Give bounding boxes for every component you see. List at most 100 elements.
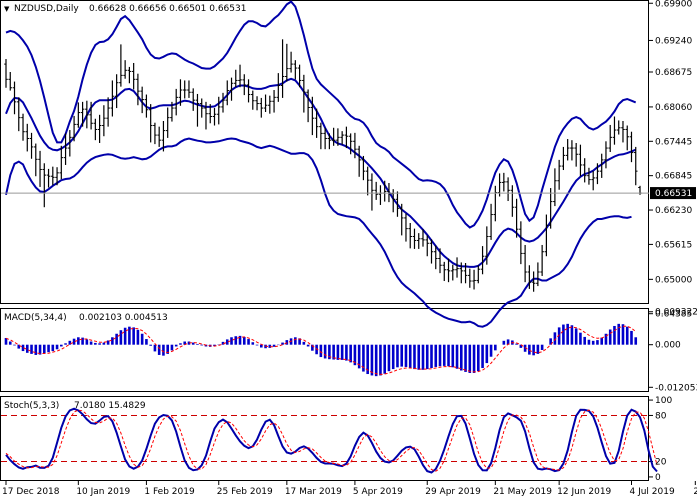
ohlc-bar bbox=[250, 90, 255, 110]
ohlc-bar bbox=[199, 98, 204, 118]
ohlc-bar bbox=[327, 133, 332, 150]
ohlc-bar bbox=[148, 104, 153, 143]
ohlc-bar bbox=[480, 246, 485, 275]
macd-signal-line bbox=[5, 325, 637, 375]
ohlc-bar bbox=[557, 159, 561, 190]
y-tick-label: 0.68060 bbox=[655, 103, 692, 113]
ohlc-bar bbox=[170, 101, 174, 122]
ohlc-bar bbox=[408, 222, 413, 249]
symbol-title: NZDUSD,Daily bbox=[14, 4, 79, 14]
ohlc-bar bbox=[365, 166, 370, 196]
ohlc-bar bbox=[238, 64, 242, 88]
ohlc-bar bbox=[485, 226, 489, 265]
ohlc-bar bbox=[21, 113, 25, 141]
y-tick-label: 0.68675 bbox=[655, 68, 692, 78]
ohlc-bar bbox=[195, 93, 200, 127]
ohlc-bar bbox=[319, 122, 323, 150]
ohlc-bar bbox=[510, 185, 515, 217]
y-tick-label: -0.012053 bbox=[655, 383, 697, 393]
bb-upper-line bbox=[5, 0, 637, 229]
ohlc-bar bbox=[38, 150, 42, 187]
ohlc-bar bbox=[565, 139, 570, 161]
ohlc-bar bbox=[412, 228, 417, 249]
ohlc-bar bbox=[467, 268, 472, 288]
ohlc-bar bbox=[16, 97, 21, 132]
x-tick-label: 21 May 2019 bbox=[493, 487, 552, 497]
x-tick-label: 5 Apr 2019 bbox=[353, 487, 403, 497]
ohlc-bar bbox=[268, 95, 272, 114]
ohlc-bar bbox=[336, 128, 340, 146]
ohlc-bar bbox=[455, 257, 459, 278]
ohlc-bar bbox=[25, 123, 30, 152]
x-tick-label: 17 Mar 2019 bbox=[285, 487, 342, 497]
ohlc-bar bbox=[263, 94, 268, 112]
ohlc-bar bbox=[106, 97, 110, 127]
symbol-arrow-icon: ▼ bbox=[4, 5, 10, 13]
ohlc-bar bbox=[629, 131, 634, 163]
ohlc-bar bbox=[59, 145, 64, 180]
ohlc-bar bbox=[425, 235, 430, 257]
price-axis-ticks: 0.69900 0.69240 0.68675 0.68060 0.67445 0.668… bbox=[649, 0, 692, 320]
ohlc-bar bbox=[276, 73, 281, 102]
ohlc-bar bbox=[55, 167, 59, 186]
ohlc-bar bbox=[370, 173, 374, 211]
ohlc-bar bbox=[187, 80, 191, 98]
ohlc-bar bbox=[561, 146, 566, 171]
ohlc-bar bbox=[314, 108, 319, 138]
ohlc-bar bbox=[544, 214, 549, 257]
ohlc-bar bbox=[114, 74, 119, 109]
macd-axis-ticks: 0.009322 0.000 -0.012053 bbox=[649, 308, 697, 393]
ohlc-bar bbox=[68, 130, 72, 157]
ohlc-bar bbox=[165, 107, 170, 138]
ohlc-bar bbox=[42, 163, 47, 208]
bb-middle-line bbox=[5, 77, 637, 268]
ohlc-bar bbox=[621, 121, 625, 143]
ohlc-bar bbox=[540, 244, 544, 276]
ohlc-bar bbox=[174, 88, 179, 116]
x-tick-label: 12 Jun 2019 bbox=[557, 487, 611, 497]
ohlc-bar bbox=[536, 262, 540, 287]
ohlc-bar bbox=[463, 262, 468, 284]
ohlc-bar bbox=[85, 100, 89, 129]
ohlc-bar bbox=[361, 155, 366, 181]
ohlc-bar bbox=[548, 188, 553, 229]
bollinger-bands bbox=[5, 0, 637, 328]
ohlc-bar bbox=[591, 171, 595, 191]
ohlc-bar bbox=[459, 262, 464, 284]
ohlc-bar bbox=[582, 158, 587, 183]
ohlc-bar bbox=[310, 96, 315, 136]
ohlc-bar bbox=[123, 60, 127, 79]
current-price-tag-bg bbox=[650, 187, 696, 200]
ohlc-bar bbox=[204, 101, 208, 130]
ohlc-bar bbox=[153, 122, 157, 145]
ohlc-bar bbox=[578, 144, 583, 177]
ohlc-bar bbox=[570, 140, 574, 161]
y-tick-label: 0.67445 bbox=[655, 137, 692, 147]
x-tick-label: 29 Apr 2019 bbox=[425, 487, 481, 497]
price-panel-title: ▼ NZDUSD,Daily 0.66628 0.66656 0.66501 0… bbox=[4, 4, 246, 14]
ohlc-bar bbox=[221, 92, 225, 113]
ohlc-bar bbox=[348, 133, 353, 155]
y-tick-label: 80 bbox=[655, 411, 667, 421]
y-tick-label: 0 bbox=[655, 473, 661, 483]
ohlc-bar bbox=[136, 73, 140, 106]
ohlc-bar bbox=[489, 203, 493, 240]
ohlc-bar bbox=[599, 153, 604, 178]
ohlc-bar bbox=[161, 121, 166, 152]
time-axis: 17 Dec 2018 10 Jan 2019 1 Feb 2019 25 Feb 2… bbox=[2, 481, 697, 497]
y-tick-label: 0.66845 bbox=[655, 172, 692, 182]
ohlc-bar bbox=[395, 191, 400, 217]
ohlc-bar bbox=[144, 94, 149, 118]
ohlc-bar bbox=[46, 168, 51, 188]
ohlc-values: 0.66628 0.66656 0.66501 0.66531 bbox=[89, 4, 246, 14]
ohlc-bar bbox=[97, 114, 102, 143]
ohlc-bar bbox=[429, 239, 434, 264]
ohlc-bar bbox=[225, 80, 230, 106]
ohlc-bar bbox=[476, 265, 481, 284]
bb-lower-line bbox=[5, 137, 632, 328]
ohlc-bar bbox=[353, 132, 357, 159]
ohlc-bar bbox=[216, 96, 221, 125]
ohlc-bar bbox=[242, 74, 247, 96]
macd-values: 0.002103 0.004513 bbox=[79, 313, 168, 323]
